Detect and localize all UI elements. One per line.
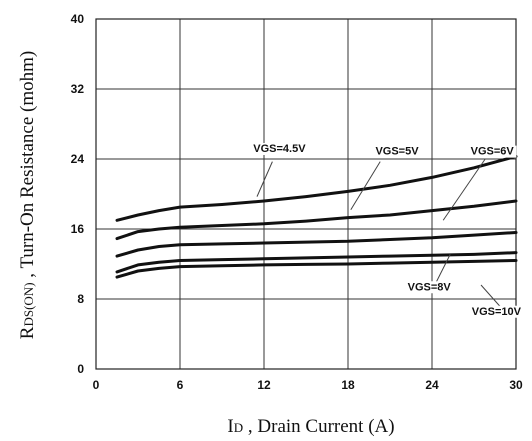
grid bbox=[96, 19, 516, 369]
x-axis-title: ID , Drain Current (A) bbox=[227, 416, 394, 437]
y-tick-label: 16 bbox=[71, 222, 85, 236]
x-tick-label: 12 bbox=[257, 378, 271, 392]
annotations: VGS=4.5V VGS=5V VGS=6V VGS=8V VGS=10V bbox=[251, 143, 524, 318]
series-lines bbox=[115, 154, 518, 279]
x-tick-label: 24 bbox=[425, 378, 439, 392]
annotation-pointer-1 bbox=[256, 161, 273, 197]
x-tick-label: 30 bbox=[509, 378, 523, 392]
tick-labels: 0 6 12 18 24 30 0 8 16 24 32 40 bbox=[71, 12, 523, 392]
annotation-background-3 bbox=[468, 145, 517, 158]
plot-border bbox=[95, 18, 517, 370]
y-tick-label: 32 bbox=[71, 82, 85, 96]
annotation-label-1: VGS=4.5V bbox=[253, 143, 306, 155]
annotation-pointer-2 bbox=[350, 161, 381, 211]
y-axis-title: RDS(ON) , Turn-On Resistance (mohm) bbox=[17, 51, 38, 339]
plot-area bbox=[95, 18, 517, 370]
annotation-label-3: VGS=6V bbox=[471, 146, 515, 158]
annotation-pointer-3 bbox=[442, 158, 486, 221]
series-line-2 bbox=[115, 199, 518, 241]
x-tick-label: 18 bbox=[341, 378, 355, 392]
annotation-background-5 bbox=[469, 305, 524, 318]
x-tick-label: 0 bbox=[93, 378, 100, 392]
annotation-label-5: VGS=10V bbox=[472, 306, 522, 318]
y-tick-label: 0 bbox=[77, 362, 84, 376]
annotation-label-4: VGS=8V bbox=[408, 281, 452, 293]
x-tick-label: 6 bbox=[177, 378, 184, 392]
annotation-pointer-5 bbox=[480, 284, 503, 309]
y-tick-label: 8 bbox=[77, 292, 84, 306]
annotation-background-1 bbox=[251, 143, 309, 155]
annotation-pointers bbox=[256, 158, 503, 309]
annotation-pointer-4 bbox=[434, 254, 451, 286]
series-line-1 bbox=[115, 154, 518, 222]
series-line-5 bbox=[115, 259, 518, 279]
annotation-background-4 bbox=[405, 281, 454, 294]
y-tick-label: 40 bbox=[71, 12, 85, 26]
series-line-4 bbox=[115, 251, 518, 274]
annotation-label-2: VGS=5V bbox=[375, 146, 419, 158]
annotation-background-2 bbox=[373, 145, 422, 158]
series-line-3 bbox=[115, 231, 518, 258]
y-tick-label: 24 bbox=[71, 152, 85, 166]
